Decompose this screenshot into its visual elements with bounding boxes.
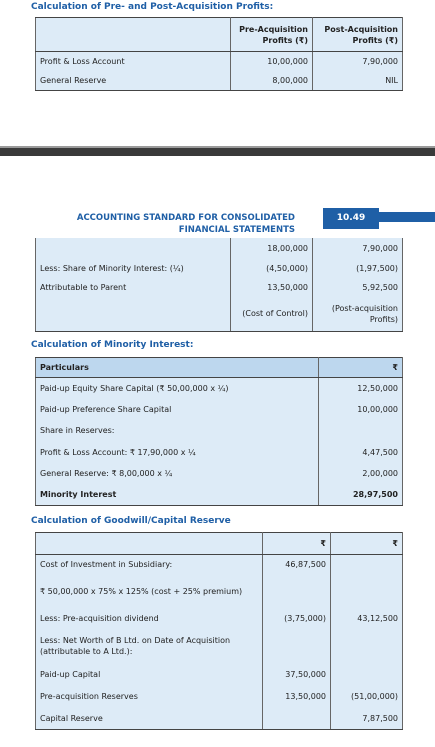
table-cell: 13,50,000 xyxy=(262,685,331,708)
table-cell: ₹ 50,00,000 x 75% x 125% (cost + 25% pre… xyxy=(35,574,263,609)
table-cell xyxy=(35,532,263,555)
table-cell: Pre-acquisition Reserves xyxy=(35,685,263,708)
table-row: Minority Interest 28,97,500 xyxy=(35,483,403,506)
table-cell: NIL xyxy=(312,71,403,91)
table-row: Paid-up Preference Share Capital 10,00,00… xyxy=(35,398,403,421)
table-row: Share in Reserves: xyxy=(35,420,403,442)
table-cell: Paid-up Capital xyxy=(35,663,263,686)
table-row: Less: Share of Minority Interest: (¼) (4,… xyxy=(35,258,403,278)
header-rule xyxy=(378,212,435,222)
table-row: Profit & Loss Account 10,00,000 7,90,000 xyxy=(35,51,403,71)
table-cell: Profit & Loss Account xyxy=(35,51,231,71)
table-row: Pre-acquisition Reserves 13,50,000 (51,00,… xyxy=(35,685,403,708)
table-row: Paid-up Capital 37,50,000 xyxy=(35,663,403,686)
table-cell: 4,47,500 xyxy=(318,441,403,463)
table-row: Profit & Loss Account: ₹ 17,90,000 x ¼ 4,… xyxy=(35,441,403,463)
table-cell: ₹ xyxy=(262,532,331,555)
page-number: 10.49 xyxy=(323,208,379,229)
table-cell: General Reserve: ₹ 8,00,000 x ¼ xyxy=(35,462,319,484)
table-cell: Post-Acquisition Profits (₹) xyxy=(312,17,403,52)
table-cell: 28,97,500 xyxy=(318,483,403,506)
table-cell xyxy=(330,554,403,575)
running-header: ACCOUNTING STANDARD FOR CONSOLIDATED FIN… xyxy=(76,213,295,235)
table-row: General Reserve 8,00,000 NIL xyxy=(35,71,403,91)
table-cell: (4,50,000) xyxy=(230,258,313,278)
table-cell: 46,87,500 xyxy=(262,554,331,575)
table-row: 18,00,000 7,90,000 xyxy=(35,238,403,258)
table-cell: (51,00,000) xyxy=(330,685,403,708)
table-row: Pre-Acquisition Profits (₹) Post-Acquisit… xyxy=(35,17,403,52)
table-cell: (3,75,000) xyxy=(262,608,331,629)
tbody: ₹ ₹ Cost of Investment in Subsidiary: 46,87… xyxy=(35,532,403,730)
table-cell: 10,00,000 xyxy=(230,51,313,71)
table-row: Attributable to Parent 13,50,000 5,92,500 xyxy=(35,278,403,297)
table-cell: Capital Reserve xyxy=(35,707,263,730)
table-cell xyxy=(35,17,231,52)
table-cell: Minority Interest xyxy=(35,483,319,506)
table-cell: (Post-acquisition Profits) xyxy=(312,297,403,332)
table-row: General Reserve: ₹ 8,00,000 x ¼ 2,00,000 xyxy=(35,462,403,484)
table-cell: 10,00,000 xyxy=(318,398,403,421)
table-cell: 7,90,000 xyxy=(312,51,403,71)
section-title: Calculation of Goodwill/Capital Reserve xyxy=(31,516,231,526)
table-row: Cost of Investment in Subsidiary: 46,87,5… xyxy=(35,554,403,575)
table: 18,00,000 7,90,000 Less: Share of Minority… xyxy=(35,238,403,332)
table-cell: Paid-up Preference Share Capital xyxy=(35,398,319,421)
table: Pre-Acquisition Profits (₹) Post-Acquisit… xyxy=(35,17,403,91)
table-row: (Cost of Control) (Post-acquisition Profi… xyxy=(35,297,403,332)
table-cell: (1,97,500) xyxy=(312,258,403,278)
table-cell xyxy=(262,628,331,664)
table-cell xyxy=(35,238,231,258)
table-row: Particulars ₹ xyxy=(35,357,403,378)
table-cell: 12,50,000 xyxy=(318,377,403,399)
table-cell xyxy=(262,574,331,609)
table-row: Paid-up Equity Share Capital (₹ 50,00,00… xyxy=(35,377,403,399)
table-cell: Less: Net Worth of B Ltd. on Date of Acq… xyxy=(35,628,263,664)
table-row: Less: Pre-acquisition dividend (3,75,000)… xyxy=(35,608,403,629)
table-cell xyxy=(330,663,403,686)
tbody: 18,00,000 7,90,000 Less: Share of Minority… xyxy=(35,238,403,332)
table-cell: Share in Reserves: xyxy=(35,420,319,442)
table-cell: 37,50,000 xyxy=(262,663,331,686)
table-cell xyxy=(330,628,403,664)
table: ₹ ₹ Cost of Investment in Subsidiary: 46,87… xyxy=(35,532,403,730)
table-cell: 7,90,000 xyxy=(312,238,403,258)
table: Particulars ₹ Paid-up Equity Share Capital… xyxy=(35,357,403,506)
tbody: Pre-Acquisition Profits (₹) Post-Acquisit… xyxy=(35,17,403,91)
table-cell: 7,87,500 xyxy=(330,707,403,730)
tbody: Particulars ₹ Paid-up Equity Share Capital… xyxy=(35,357,403,506)
table-cell: Attributable to Parent xyxy=(35,278,231,297)
table-cell: 18,00,000 xyxy=(230,238,313,258)
table-cell xyxy=(330,574,403,609)
table-cell: (Cost of Control) xyxy=(230,297,313,332)
table-cell: Less: Share of Minority Interest: (¼) xyxy=(35,258,231,278)
table-cell: Paid-up Equity Share Capital (₹ 50,00,00… xyxy=(35,377,319,399)
table-cell xyxy=(35,297,231,332)
table-cell: 8,00,000 xyxy=(230,71,313,91)
table-cell xyxy=(262,707,331,730)
table-cell: Pre-Acquisition Profits (₹) xyxy=(230,17,313,52)
table-row: ₹ ₹ xyxy=(35,532,403,555)
table-cell: Profit & Loss Account: ₹ 17,90,000 x ¼ xyxy=(35,441,319,463)
divider-shade xyxy=(0,146,435,148)
table-cell xyxy=(318,420,403,442)
table-cell: 13,50,000 xyxy=(230,278,313,297)
table-cell: Particulars xyxy=(35,357,319,378)
section-title: Calculation of Pre- and Post-Acquisition… xyxy=(31,2,274,12)
table-cell: Cost of Investment in Subsidiary: xyxy=(35,554,263,575)
table-cell: ₹ xyxy=(318,357,403,378)
table-cell: General Reserve xyxy=(35,71,231,91)
table-row: Less: Net Worth of B Ltd. on Date of Acq… xyxy=(35,628,403,664)
table-cell: 2,00,000 xyxy=(318,462,403,484)
table-row: Capital Reserve 7,87,500 xyxy=(35,707,403,730)
table-cell: 43,12,500 xyxy=(330,608,403,629)
table-row: ₹ 50,00,000 x 75% x 125% (cost + 25% pre… xyxy=(35,574,403,609)
table-cell: ₹ xyxy=(330,532,403,555)
section-title: Calculation of Minority Interest: xyxy=(31,340,194,350)
divider-bar xyxy=(0,147,435,156)
table-cell: Less: Pre-acquisition dividend xyxy=(35,608,263,629)
table-cell: 5,92,500 xyxy=(312,278,403,297)
